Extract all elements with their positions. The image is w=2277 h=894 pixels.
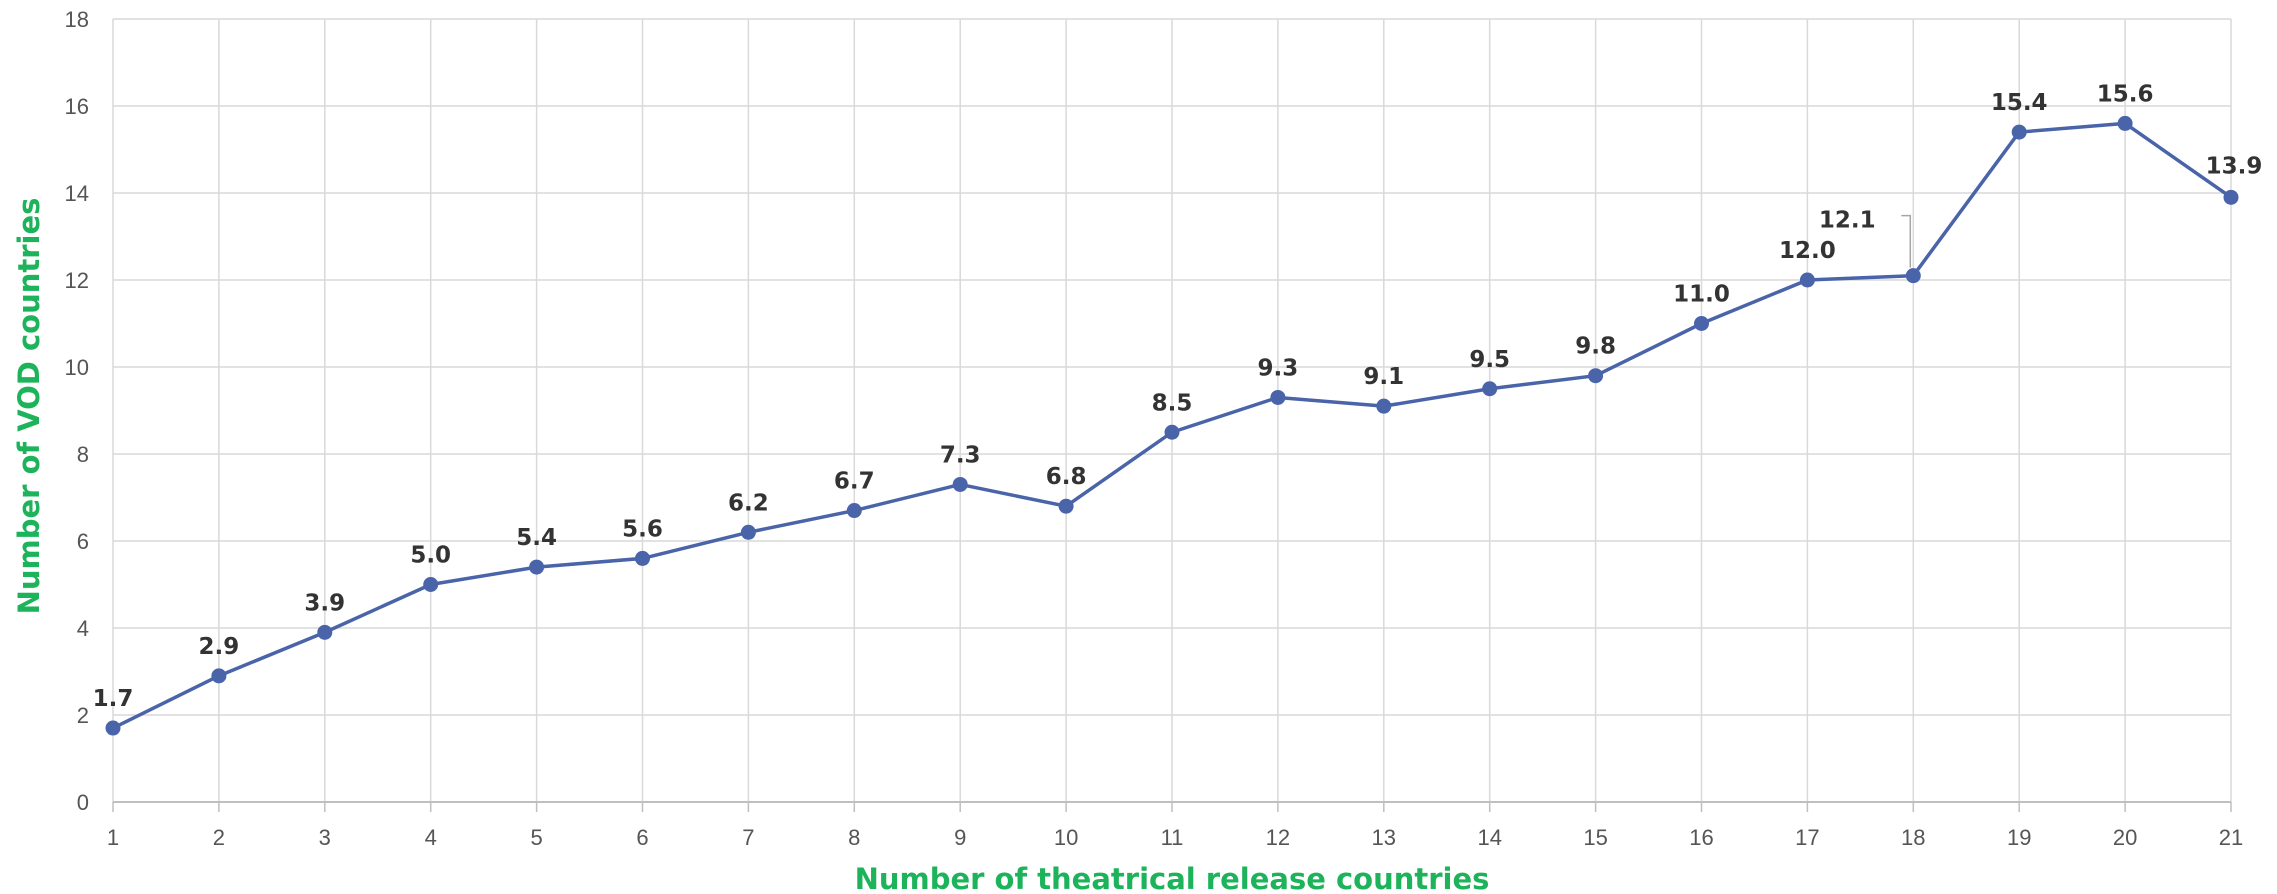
data-point xyxy=(952,476,968,492)
data-point xyxy=(1270,389,1286,405)
data-label: 2.9 xyxy=(199,634,240,660)
data-label: 7.3 xyxy=(940,442,981,468)
y-tick-label: 12 xyxy=(65,268,89,293)
data-label: 1.7 xyxy=(93,686,134,712)
data-label: 5.4 xyxy=(516,525,557,551)
data-point xyxy=(317,624,333,640)
data-label: 11.0 xyxy=(1673,282,1730,308)
data-point xyxy=(529,559,545,575)
data-label: 6.2 xyxy=(728,490,769,516)
x-tick-label: 19 xyxy=(2007,825,2031,850)
x-tick-label: 12 xyxy=(1266,825,1290,850)
y-tick-label: 14 xyxy=(65,181,89,206)
data-point xyxy=(2223,189,2239,205)
x-tick-label: 10 xyxy=(1054,825,1078,850)
data-label: 9.3 xyxy=(1258,355,1299,381)
x-tick-label: 8 xyxy=(848,825,860,850)
data-label: 12.1 xyxy=(1819,208,1876,234)
data-label: 5.0 xyxy=(410,543,451,569)
x-tick-label: 6 xyxy=(636,825,648,850)
x-axis-title: Number of theatrical release countries xyxy=(855,862,1490,894)
data-point xyxy=(846,503,862,519)
x-tick-label: 5 xyxy=(530,825,542,850)
data-point xyxy=(1058,498,1074,514)
x-tick-label: 15 xyxy=(1583,825,1607,850)
x-tick-label: 7 xyxy=(742,825,754,850)
x-tick-label: 11 xyxy=(1161,825,1184,850)
data-point xyxy=(2117,115,2133,131)
y-tick-label: 6 xyxy=(77,529,89,554)
y-tick-label: 8 xyxy=(77,442,89,467)
data-point xyxy=(740,524,756,540)
data-label: 9.5 xyxy=(1469,347,1510,373)
axes xyxy=(112,801,2232,812)
x-tick-label: 13 xyxy=(1372,825,1396,850)
data-point xyxy=(635,550,650,566)
y-tick-label: 10 xyxy=(65,355,89,380)
data-point xyxy=(1376,398,1392,414)
data-label: 15.4 xyxy=(1991,90,2048,116)
y-tick-label: 4 xyxy=(77,616,89,641)
x-tick-label: 21 xyxy=(2219,825,2243,850)
data-point xyxy=(2011,124,2027,140)
data-point xyxy=(1588,368,1604,384)
data-label: 3.9 xyxy=(304,590,345,616)
data-label: 5.6 xyxy=(622,516,663,542)
x-tick-label: 16 xyxy=(1689,825,1713,850)
x-tick-label: 2 xyxy=(213,825,225,850)
y-tick-label: 16 xyxy=(65,94,89,119)
data-label: 6.8 xyxy=(1046,464,1087,490)
data-label: 8.5 xyxy=(1152,390,1193,416)
y-axis-title: Number of VOD countries xyxy=(12,198,46,615)
series xyxy=(105,115,2239,736)
x-tick-label: 20 xyxy=(2113,825,2137,850)
data-point xyxy=(1482,381,1498,397)
x-tick-label: 1 xyxy=(107,825,119,850)
x-tick-label: 4 xyxy=(425,825,437,850)
data-label: 13.9 xyxy=(2206,153,2263,179)
y-tick-label: 2 xyxy=(77,703,89,728)
data-point xyxy=(1905,268,1921,284)
data-label: 9.8 xyxy=(1575,334,1616,360)
leader-line xyxy=(1901,214,1912,268)
x-tick-label: 9 xyxy=(954,825,966,850)
y-tick-label: 0 xyxy=(77,790,89,815)
data-point xyxy=(1694,316,1709,331)
x-tick-label: 17 xyxy=(1795,825,1819,850)
data-label: 12.0 xyxy=(1779,238,1836,264)
data-label: 15.6 xyxy=(2097,81,2154,107)
x-tick-label: 3 xyxy=(319,825,331,850)
x-tick-label: 14 xyxy=(1477,825,1501,850)
data-label: 6.7 xyxy=(834,469,875,495)
data-point xyxy=(105,720,121,736)
data-point xyxy=(423,577,439,592)
data-point xyxy=(1799,272,1815,288)
data-label: 9.1 xyxy=(1363,364,1404,390)
y-tick-label: 18 xyxy=(65,7,89,32)
gridlines xyxy=(112,18,2232,802)
data-labels: 1.7 2.9 3.9 5.0 5.4 5.6 6.2 6.7 7.3 6.8 8.5 9.3 9.1 9… xyxy=(93,81,2263,712)
x-tick-label: 18 xyxy=(1901,825,1925,850)
data-point xyxy=(211,668,227,684)
data-point xyxy=(1164,424,1180,440)
